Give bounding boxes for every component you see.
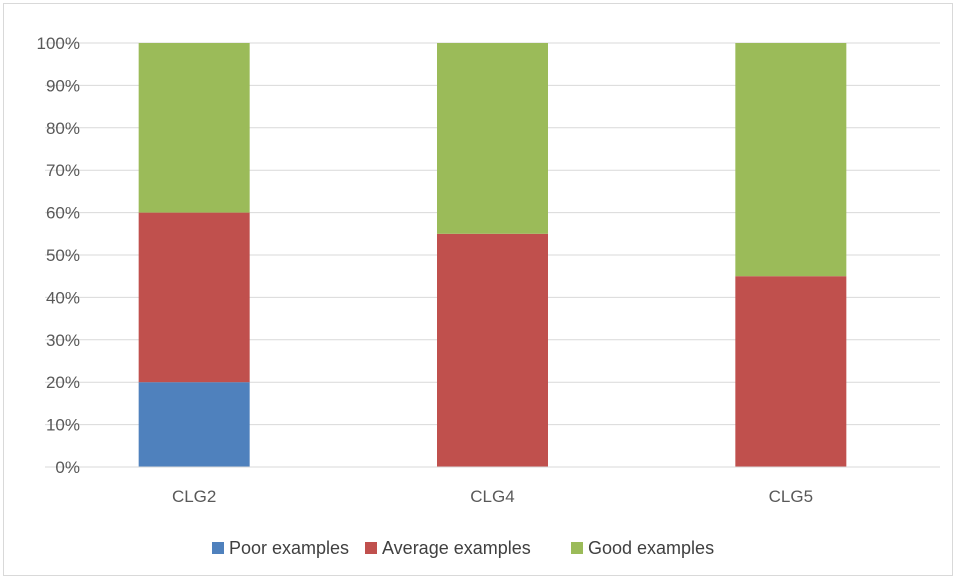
y-axis-tick-labels: 0% 10% 20% 30% 40% 50% 60% 70% 80% 90% 100% bbox=[37, 34, 80, 477]
bar-clg2-average-examples bbox=[138, 212, 250, 383]
bar-clg2-good-examples bbox=[138, 43, 250, 213]
bar-clg5-average-examples bbox=[735, 276, 847, 467]
legend-label: Poor examples bbox=[229, 538, 349, 558]
bar-clg5-good-examples bbox=[735, 43, 847, 277]
x-tick-label: CLG5 bbox=[769, 487, 813, 506]
bar-clg2-poor-examples bbox=[138, 382, 250, 467]
x-tick-label: CLG2 bbox=[172, 487, 216, 506]
y-tick-label: 70% bbox=[46, 161, 80, 180]
y-tick-label: 40% bbox=[46, 288, 80, 307]
y-tick-label: 50% bbox=[46, 246, 80, 265]
bar-clg4-good-examples bbox=[437, 43, 548, 234]
legend-swatch bbox=[365, 542, 377, 554]
x-tick-label: CLG4 bbox=[470, 487, 514, 506]
legend-swatch bbox=[571, 542, 583, 554]
y-tick-label: 20% bbox=[46, 373, 80, 392]
y-tick-label: 100% bbox=[37, 34, 80, 53]
y-tick-label: 10% bbox=[46, 416, 80, 435]
legend: Poor examples Average examples Good exampl… bbox=[212, 538, 714, 558]
bars bbox=[138, 43, 847, 467]
y-tick-label: 0% bbox=[55, 458, 80, 477]
legend-swatch bbox=[212, 542, 224, 554]
legend-label: Average examples bbox=[382, 538, 531, 558]
y-tick-label: 60% bbox=[46, 204, 80, 223]
x-axis-tick-labels: CLG2 CLG4 CLG5 bbox=[172, 487, 813, 506]
bar-clg4-average-examples bbox=[437, 233, 548, 467]
y-tick-label: 90% bbox=[46, 76, 80, 95]
y-tick-label: 80% bbox=[46, 119, 80, 138]
legend-label: Good examples bbox=[588, 538, 714, 558]
y-tick-label: 30% bbox=[46, 331, 80, 350]
